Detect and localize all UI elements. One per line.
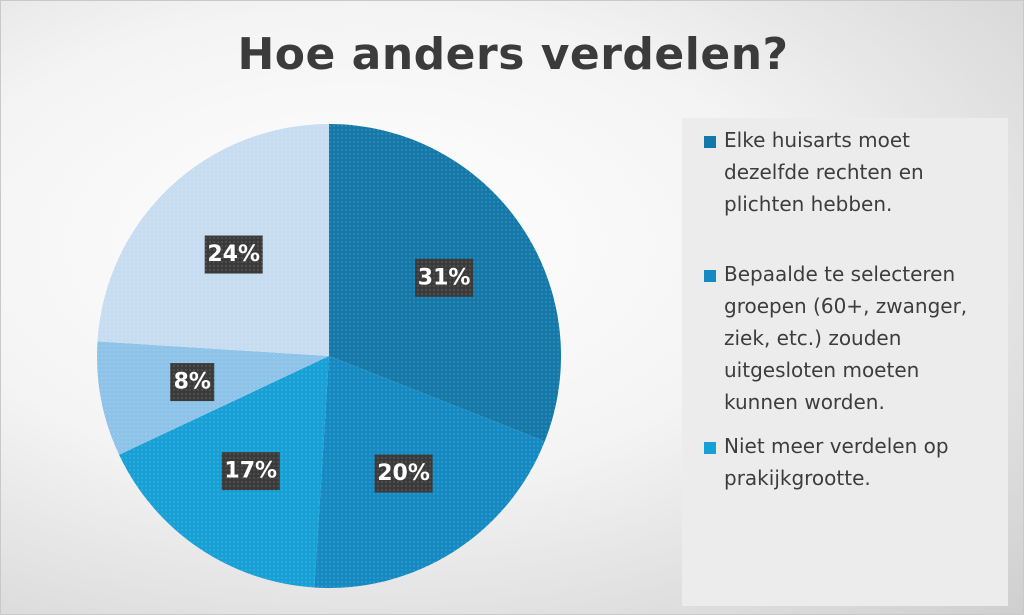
slice-label-text: 8% <box>174 370 211 395</box>
slice-label-text: 31% <box>418 265 471 290</box>
slice-label-box-texture <box>170 363 215 402</box>
slice-data-label: 8% <box>170 363 215 402</box>
slice-label-box-texture <box>415 258 474 297</box>
chart-title: Hoe anders verdelen? <box>237 29 789 80</box>
slice-data-label: 17% <box>221 452 280 491</box>
legend-swatch <box>704 136 716 148</box>
legend-entry: Elke huisarts moet dezelfde rechten en p… <box>704 124 990 220</box>
slice-data-label: 31% <box>415 258 474 297</box>
legend-label: Elke huisarts moet dezelfde rechten en p… <box>724 128 924 216</box>
slice-label-box-texture <box>374 454 433 493</box>
legend-swatch <box>704 442 716 454</box>
legend-entry: Niet meer verdelen op prakijkgrootte. <box>704 430 990 494</box>
slice-label-box-texture <box>221 452 280 491</box>
legend-entry: Bepaalde te selecteren groepen (60+, zwa… <box>704 258 990 418</box>
slice-label-text: 24% <box>207 242 260 267</box>
slice-label-text: 20% <box>377 461 430 486</box>
slice-data-label: 20% <box>374 454 433 493</box>
legend-swatch <box>704 270 716 282</box>
slice-data-label: 24% <box>204 235 263 274</box>
legend-label: Niet meer verdelen op prakijkgrootte. <box>724 434 949 490</box>
slice-label-text: 17% <box>224 459 277 484</box>
chart-legend: Elke huisarts moet dezelfde rechten en p… <box>682 118 1008 606</box>
slice-label-box-texture <box>204 235 263 274</box>
legend-label: Bepaalde te selecteren groepen (60+, zwa… <box>724 262 968 414</box>
